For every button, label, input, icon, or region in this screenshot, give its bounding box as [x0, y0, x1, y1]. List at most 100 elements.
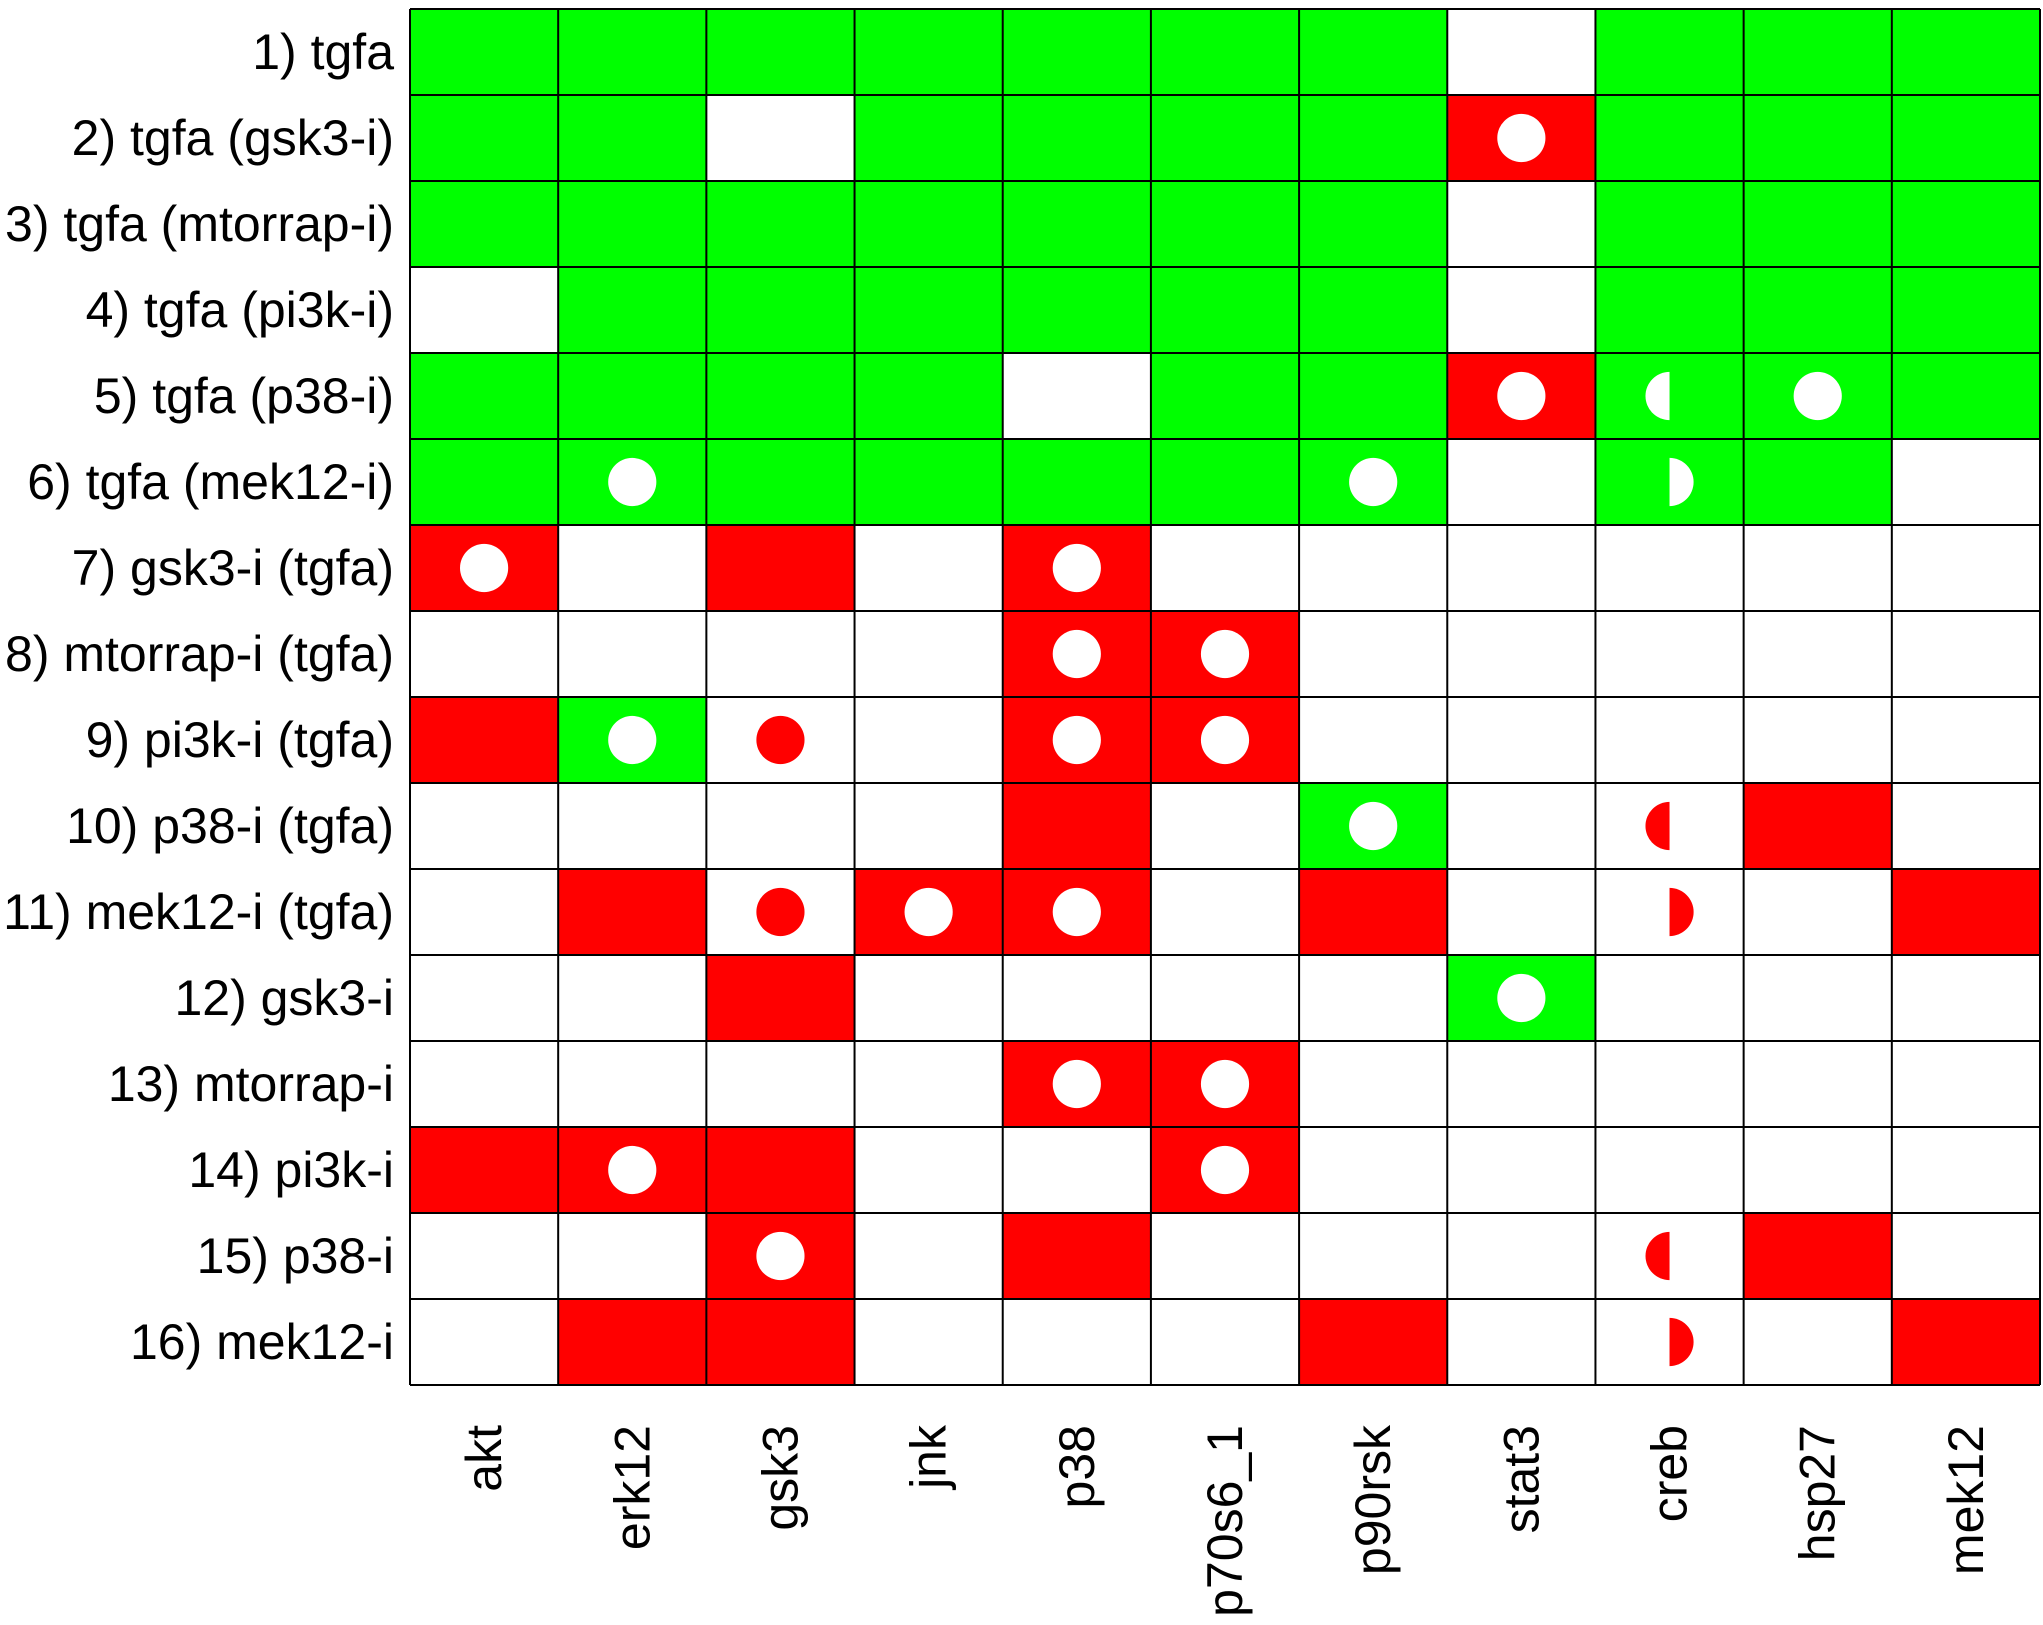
cell-r4-akt [410, 267, 559, 353]
cell-r7-erk12 [558, 525, 707, 611]
cell-r7-creb [1595, 525, 1744, 611]
cell-r10-akt [410, 783, 559, 869]
cell-r2-gsk3 [706, 95, 855, 181]
marker-circle-r13-p70s6_1 [1200, 1059, 1250, 1109]
cell-r16-stat3 [1447, 1299, 1596, 1385]
cell-r10-jnk [854, 783, 1003, 869]
cell-r12-jnk [854, 955, 1003, 1041]
cell-r7-hsp27 [1743, 525, 1892, 611]
row-label: 3) tgfa (mtorrap-i) [5, 196, 394, 252]
cell-r2-p70s6_1 [1150, 95, 1300, 181]
cell-r11-mek12 [1891, 869, 2040, 955]
cell-r2-jnk [854, 95, 1003, 181]
cell-r5-p38 [1002, 353, 1151, 439]
cell-r5-gsk3 [706, 353, 855, 439]
cell-r3-p38 [1002, 181, 1151, 267]
cell-r6-p70s6_1 [1150, 439, 1300, 525]
cell-r16-jnk [854, 1299, 1003, 1385]
cell-r14-p90rsk [1299, 1127, 1448, 1213]
cell-r10-p38 [1002, 783, 1151, 869]
cell-r7-p90rsk [1299, 525, 1448, 611]
cell-r3-p90rsk [1299, 181, 1448, 267]
cell-r3-mek12 [1891, 181, 2040, 267]
cell-r12-gsk3 [706, 955, 855, 1041]
marker-circle-r5-hsp27 [1793, 371, 1842, 421]
cell-r4-mek12 [1891, 267, 2040, 353]
row-label: 6) tgfa (mek12-i) [27, 454, 394, 510]
cell-r7-mek12 [1891, 525, 2040, 611]
cell-r10-mek12 [1891, 783, 2040, 869]
marker-left-half-r5-creb [1645, 371, 1670, 421]
marker-circle-r9-p38 [1052, 715, 1101, 765]
cell-r2-p90rsk [1299, 95, 1448, 181]
row-label: 12) gsk3-i [174, 970, 394, 1026]
cell-r13-erk12 [558, 1041, 707, 1127]
cell-r12-mek12 [1891, 955, 2040, 1041]
cell-r7-p70s6_1 [1150, 525, 1300, 611]
cell-r6-hsp27 [1743, 439, 1892, 525]
marker-right-half-r16-creb [1669, 1317, 1694, 1367]
row-label: 15) p38-i [197, 1228, 394, 1284]
cell-r12-p38 [1002, 955, 1151, 1041]
cell-r9-jnk [854, 697, 1003, 783]
cell-r6-p38 [1002, 439, 1151, 525]
cell-r15-p70s6_1 [1150, 1213, 1300, 1299]
cell-r6-akt [410, 439, 559, 525]
cell-r9-akt [410, 697, 559, 783]
cell-r3-hsp27 [1743, 181, 1892, 267]
column-label: p70s6_1 [1197, 1425, 1253, 1617]
cell-r16-p38 [1002, 1299, 1151, 1385]
cell-r8-p90rsk [1299, 611, 1448, 697]
marker-circle-r9-erk12 [608, 715, 657, 765]
cell-r2-hsp27 [1743, 95, 1892, 181]
heatmap-markers [460, 113, 1842, 1367]
cell-r7-jnk [854, 525, 1003, 611]
cell-r5-creb [1595, 353, 1744, 439]
column-label: p90rsk [1345, 1424, 1401, 1575]
cell-r15-erk12 [558, 1213, 707, 1299]
cell-r11-p70s6_1 [1150, 869, 1300, 955]
row-label: 13) mtorrap-i [108, 1056, 394, 1112]
column-label: creb [1642, 1425, 1698, 1522]
cell-r1-p38 [1002, 9, 1151, 95]
cell-r14-jnk [854, 1127, 1003, 1213]
cell-r8-stat3 [1447, 611, 1596, 697]
column-label: stat3 [1493, 1425, 1549, 1533]
cell-r8-hsp27 [1743, 611, 1892, 697]
row-label: 1) tgfa [252, 24, 394, 80]
row-label: 2) tgfa (gsk3-i) [72, 110, 394, 166]
cell-r5-jnk [854, 353, 1003, 439]
cell-r3-p70s6_1 [1150, 181, 1300, 267]
marker-circle-r14-erk12 [608, 1145, 657, 1195]
cell-r15-hsp27 [1743, 1213, 1892, 1299]
cell-r14-akt [410, 1127, 559, 1213]
marker-circle-r2-stat3 [1497, 113, 1546, 163]
cell-r6-mek12 [1891, 439, 2040, 525]
column-label: jnk [901, 1424, 957, 1491]
cell-r6-jnk [854, 439, 1003, 525]
cell-r3-gsk3 [706, 181, 855, 267]
cell-r11-stat3 [1447, 869, 1596, 955]
cell-r1-mek12 [1891, 9, 2040, 95]
row-label: 9) pi3k-i (tgfa) [86, 712, 394, 768]
cell-r5-erk12 [558, 353, 707, 439]
cell-r1-creb [1595, 9, 1744, 95]
cell-r4-p70s6_1 [1150, 267, 1300, 353]
marker-circle-r11-gsk3 [756, 887, 805, 937]
cell-r14-gsk3 [706, 1127, 855, 1213]
marker-circle-r14-p70s6_1 [1200, 1145, 1250, 1195]
cell-r15-creb [1595, 1213, 1744, 1299]
column-label: p38 [1049, 1425, 1105, 1508]
row-label: 5) tgfa (p38-i) [94, 368, 394, 424]
cell-r15-mek12 [1891, 1213, 2040, 1299]
marker-circle-r9-p70s6_1 [1200, 715, 1250, 765]
cell-r1-hsp27 [1743, 9, 1892, 95]
cell-r7-gsk3 [706, 525, 855, 611]
cell-r10-erk12 [558, 783, 707, 869]
marker-circle-r13-p38 [1052, 1059, 1101, 1109]
cell-r9-mek12 [1891, 697, 2040, 783]
cell-r8-gsk3 [706, 611, 855, 697]
marker-circle-r9-gsk3 [756, 715, 805, 765]
cell-r12-erk12 [558, 955, 707, 1041]
cell-r10-hsp27 [1743, 783, 1892, 869]
